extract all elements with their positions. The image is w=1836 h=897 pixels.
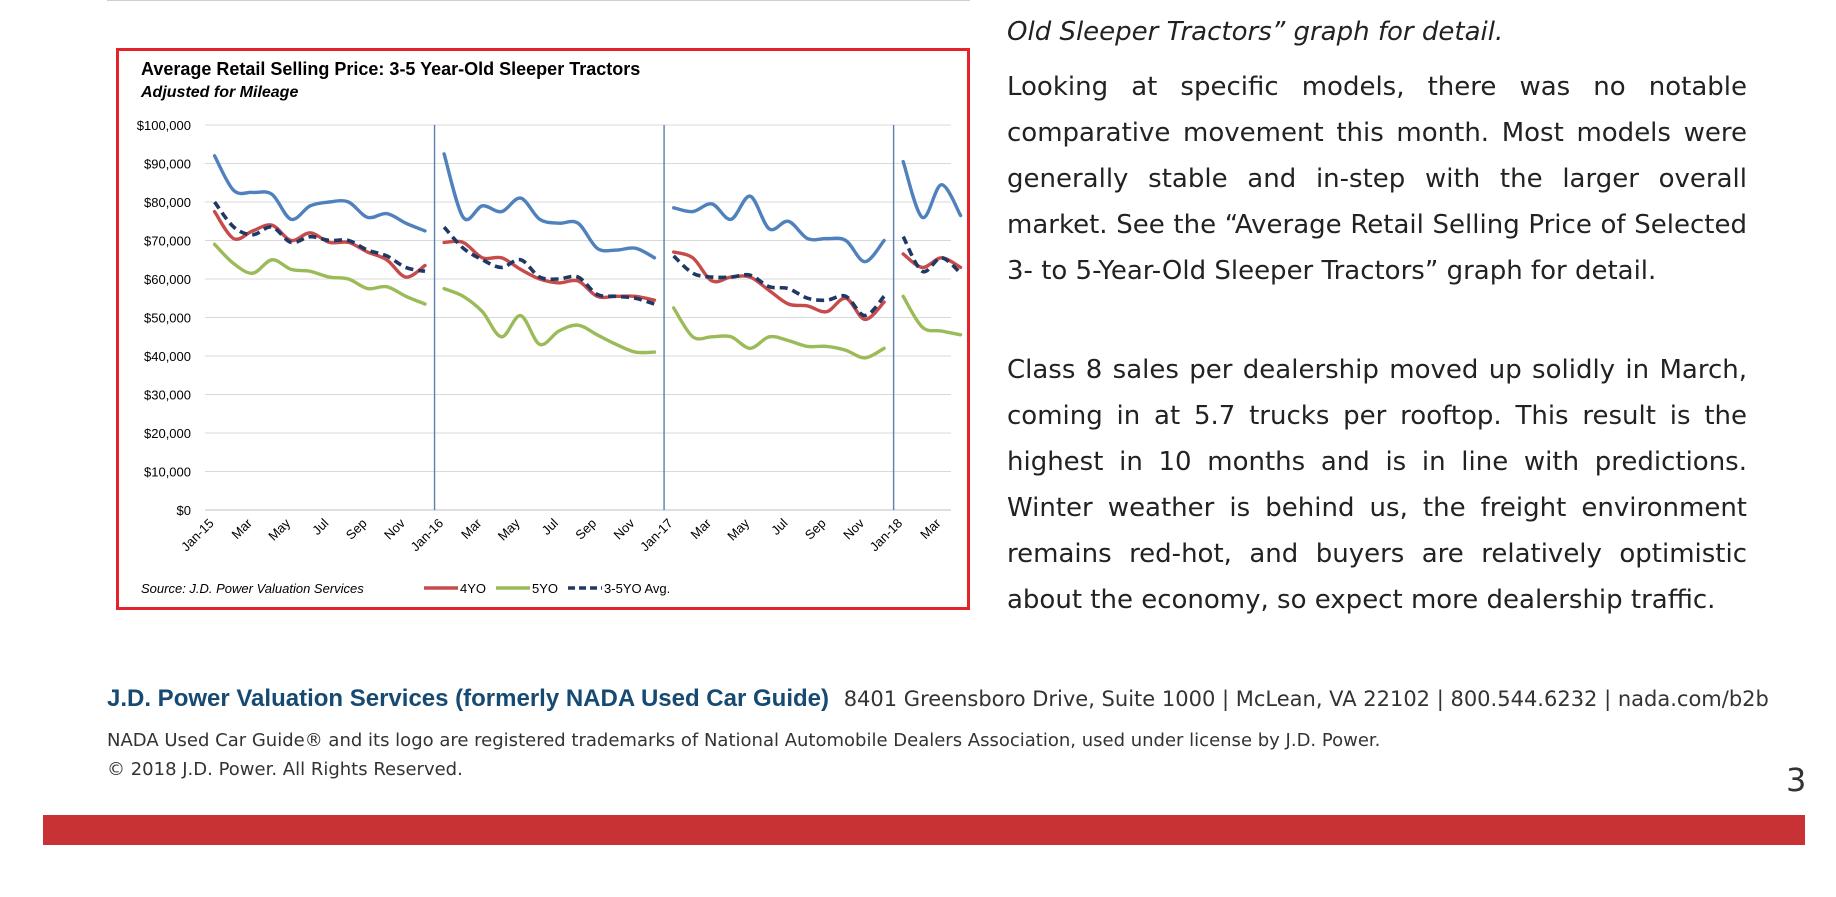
chart-subtitle: Adjusted for Mileage: [140, 84, 298, 101]
x-tick-label: Nov: [611, 515, 638, 542]
series-line-5yo-2015: [212, 242, 427, 306]
chart-source: Source: J.D. Power Valuation Services: [141, 581, 364, 596]
x-tick-label: Jan-16: [408, 516, 447, 555]
series-line-4yo-2015: [212, 209, 427, 279]
series-line-top-2017: [671, 194, 886, 264]
footer-contact: J.D. Power Valuation Services (formerly …: [107, 685, 1769, 713]
series-line-3-5yo-avg--2015: [213, 200, 426, 274]
top-divider: [107, 0, 970, 1]
legend-label: 3-5YO Avg.: [604, 581, 670, 596]
x-tick-label: Mar: [917, 515, 944, 542]
y-tick-label: $60,000: [144, 272, 191, 287]
legend-label: 5YO: [532, 581, 558, 596]
footer-company: J.D. Power Valuation Services (formerly …: [107, 685, 829, 712]
x-tick-label: May: [495, 515, 523, 543]
x-tick-label: Sep: [572, 516, 599, 543]
y-tick-label: $10,000: [144, 465, 191, 480]
series-line-top-2015: [212, 154, 427, 233]
x-tick-label: Nov: [840, 515, 867, 542]
y-tick-label: $50,000: [144, 311, 191, 326]
y-tick-label: $70,000: [144, 234, 191, 249]
x-tick-label: Jul: [768, 515, 790, 537]
series-line-3-5yo-avg--2018: [901, 235, 962, 275]
footer-red-bar: [43, 815, 1805, 845]
x-tick-label: Mar: [458, 515, 485, 542]
x-tick-label: Jan-17: [637, 516, 676, 555]
x-tick-label: Jan-15: [178, 516, 217, 555]
y-tick-label: $20,000: [144, 426, 191, 441]
series-line-4yo-2018: [901, 252, 963, 270]
article-paragraph-models: Looking at specific models, there was no…: [1007, 72, 1747, 286]
chart-title: Average Retail Selling Price: 3-5 Year-O…: [141, 59, 640, 79]
x-tick-label: May: [265, 515, 293, 543]
price-line-chart: Average Retail Selling Price: 3-5 Year-O…: [137, 59, 963, 596]
x-tick-label: Jan-18: [867, 516, 906, 555]
x-tick-label: Nov: [381, 515, 408, 542]
y-tick-label: $100,000: [137, 118, 191, 133]
y-tick-label: $0: [177, 503, 191, 518]
x-tick-label: Jul: [309, 515, 331, 537]
footer-trademark: NADA Used Car Guide® and its logo are re…: [107, 730, 1381, 751]
series-line-4yo-2016: [442, 239, 657, 302]
chart-legend: 4YO 5YO 3-5YO Avg.: [424, 581, 670, 596]
page-number: 3: [1786, 761, 1807, 799]
article-paragraph-sales: Class 8 sales per dealership moved up so…: [1007, 355, 1747, 615]
series-line-3-5yo-avg--2016: [442, 225, 656, 306]
series-line-5yo-2017: [671, 306, 886, 360]
series-line-top-2018: [901, 159, 963, 220]
x-tick-label: Mar: [229, 515, 256, 542]
x-tick-label: May: [724, 515, 752, 543]
x-tick-label: Sep: [343, 516, 370, 543]
series-line-4yo-2017: [671, 250, 886, 322]
y-tick-label: $90,000: [144, 157, 191, 172]
series-line-5yo-2016: [442, 286, 657, 355]
legend-label: 4YO: [460, 581, 486, 596]
footer-copyright: © 2018 J.D. Power. All Rights Reserved.: [107, 759, 463, 780]
y-tick-label: $30,000: [144, 388, 191, 403]
y-tick-label: $80,000: [144, 195, 191, 210]
x-tick-label: Jul: [539, 515, 561, 537]
y-tick-label: $40,000: [144, 349, 191, 364]
x-tick-label: Mar: [688, 515, 715, 542]
x-tick-label: Sep: [802, 516, 829, 543]
series-line-3-5yo-avg--2017: [672, 254, 886, 318]
series-line-top-2016: [442, 152, 657, 260]
article-lead-fragment: Old Sleeper Tractors” graph for detail.: [1007, 17, 1504, 47]
price-chart-frame: Average Retail Selling Price: 3-5 Year-O…: [116, 48, 970, 610]
series-line-5yo-2018: [901, 294, 963, 337]
footer-address: 8401 Greensboro Drive, Suite 1000 | McLe…: [843, 687, 1769, 711]
